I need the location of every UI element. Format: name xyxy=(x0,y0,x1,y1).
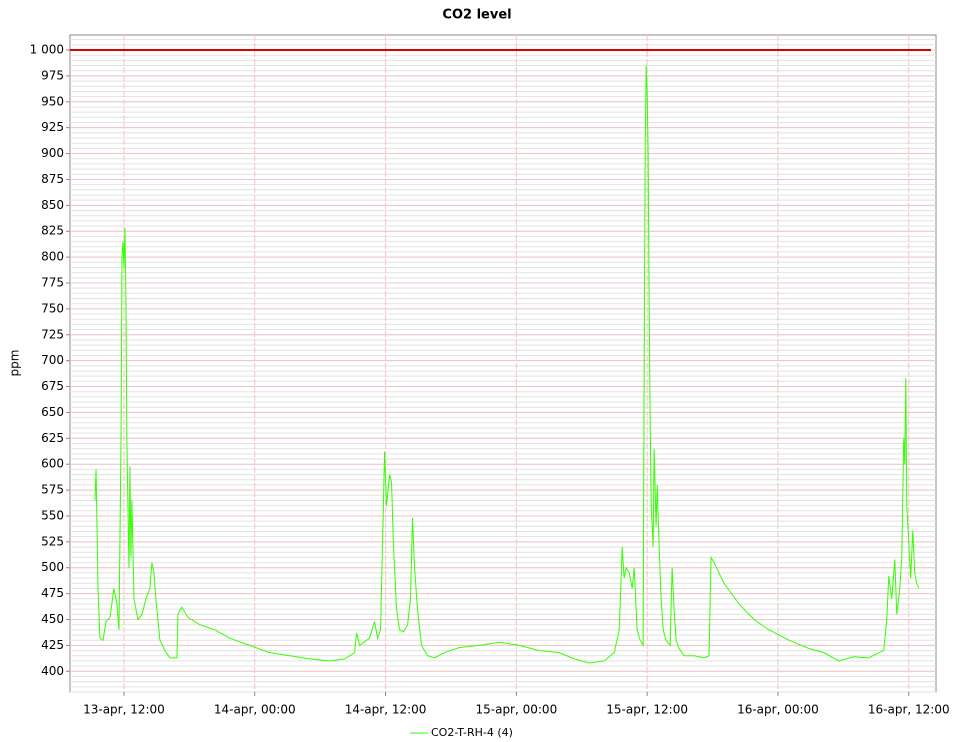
legend-label: CO2-T-RH-4 (4) xyxy=(431,726,513,739)
y-tick-label: 600 xyxy=(41,457,64,471)
x-tick-label: 16-apr, 00:00 xyxy=(737,703,819,717)
y-tick-label: 425 xyxy=(41,638,64,652)
y-tick-label: 550 xyxy=(41,508,64,522)
y-tick-label: 925 xyxy=(41,120,64,134)
y-tick-label: 800 xyxy=(41,250,64,264)
x-tick-label: 14-apr, 12:00 xyxy=(345,703,427,717)
y-tick-label: 500 xyxy=(41,560,64,574)
y-tick-label: 825 xyxy=(41,224,64,238)
y-tick-label: 950 xyxy=(41,94,64,108)
y-tick-label: 525 xyxy=(41,534,64,548)
y-tick-label: 850 xyxy=(41,198,64,212)
y-tick-label: 725 xyxy=(41,327,64,341)
y-tick-label: 900 xyxy=(41,146,64,160)
y-tick-label: 575 xyxy=(41,483,64,497)
y-tick-label: 475 xyxy=(41,586,64,600)
y-tick-label: 700 xyxy=(41,353,64,367)
y-tick-label: 400 xyxy=(41,664,64,678)
data-line xyxy=(94,65,920,664)
y-tick-label: 675 xyxy=(41,379,64,393)
y-tick-label: 1 000 xyxy=(30,43,64,57)
grid xyxy=(70,35,936,693)
y-axis-label: ppm xyxy=(8,350,22,377)
y-tick-label: 450 xyxy=(41,612,64,626)
x-tick-label: 16-apr, 12:00 xyxy=(868,703,950,717)
x-tick-label: 14-apr, 00:00 xyxy=(214,703,296,717)
x-tick-label: 13-apr, 12:00 xyxy=(83,703,165,717)
chart-title: CO2 level xyxy=(442,8,511,23)
x-tick-label: 15-apr, 12:00 xyxy=(606,703,688,717)
y-tick-label: 750 xyxy=(41,301,64,315)
y-tick-label: 975 xyxy=(41,68,64,82)
y-tick-label: 775 xyxy=(41,275,64,289)
y-tick-label: 650 xyxy=(41,405,64,419)
x-tick-label: 15-apr, 00:00 xyxy=(475,703,557,717)
y-tick-label: 875 xyxy=(41,172,64,186)
plot-area xyxy=(69,34,937,693)
y-tick-label: 625 xyxy=(41,431,64,445)
